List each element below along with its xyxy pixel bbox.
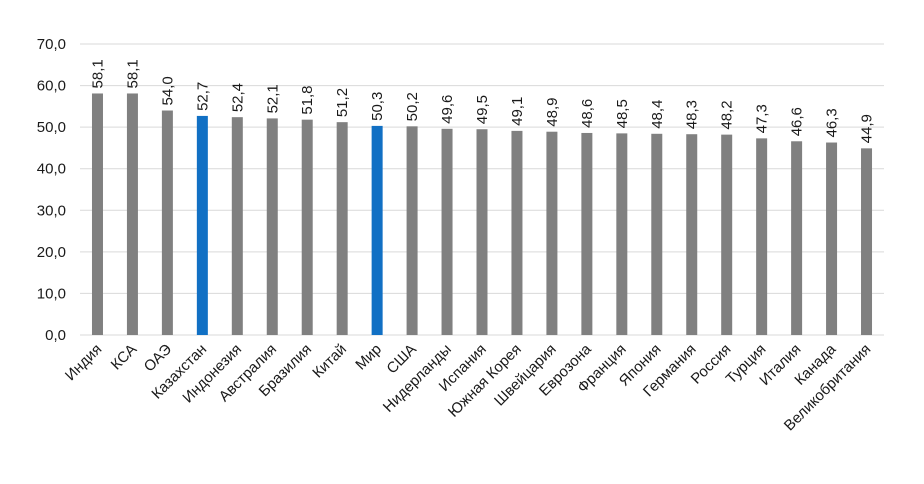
value-label: 50,2 bbox=[404, 92, 421, 121]
value-label: 51,8 bbox=[299, 85, 316, 114]
bar bbox=[441, 128, 453, 335]
bar bbox=[721, 134, 733, 335]
y-tick-label: 60,0 bbox=[37, 78, 66, 95]
y-axis-ticks: 0,0 10,0 20,0 30,0 40,0 50,0 60,0 70,0 bbox=[37, 36, 66, 344]
bar bbox=[371, 125, 383, 335]
value-label: 49,5 bbox=[474, 95, 491, 124]
category-label: Китай bbox=[309, 341, 350, 382]
bar bbox=[231, 117, 243, 335]
bar bbox=[476, 129, 488, 335]
bars bbox=[91, 93, 873, 335]
value-label: 49,6 bbox=[439, 95, 456, 124]
category-labels: Индия КСА ОАЭКазахстанИндонезияАвстралияБр… bbox=[62, 340, 874, 434]
bar bbox=[511, 130, 523, 335]
value-label: 52,4 bbox=[229, 83, 246, 112]
value-label: 47,3 bbox=[754, 104, 771, 133]
value-label: 52,7 bbox=[194, 82, 211, 111]
bar bbox=[266, 118, 278, 335]
value-label: 51,2 bbox=[334, 88, 351, 117]
bar bbox=[91, 93, 103, 335]
bar bbox=[301, 119, 313, 335]
value-label: 46,6 bbox=[789, 107, 806, 136]
bar bbox=[616, 133, 628, 335]
value-label: 54,0 bbox=[159, 76, 176, 105]
y-tick-label: 40,0 bbox=[37, 161, 66, 178]
bar bbox=[546, 131, 558, 335]
bar bbox=[406, 126, 418, 335]
value-label: 48,9 bbox=[544, 98, 561, 127]
value-labels: 58,1 58,1 54,0 52,7 52,4 52,1 51,8 51,2 50,3 50,2… bbox=[89, 59, 875, 143]
value-label: 49,1 bbox=[509, 97, 526, 126]
value-label: 48,6 bbox=[579, 99, 596, 128]
y-tick-label: 70,0 bbox=[37, 36, 66, 53]
bar bbox=[651, 133, 663, 335]
value-label: 50,3 bbox=[369, 92, 386, 121]
bar bbox=[161, 110, 173, 335]
category-label: Мир bbox=[352, 341, 385, 374]
bar bbox=[126, 93, 138, 335]
bar bbox=[581, 132, 593, 335]
value-label: 52,1 bbox=[264, 84, 281, 113]
value-label: 58,1 bbox=[89, 59, 106, 88]
bar bbox=[336, 122, 348, 335]
value-label: 48,4 bbox=[649, 100, 666, 129]
y-tick-label: 50,0 bbox=[37, 119, 66, 136]
bar bbox=[686, 134, 698, 335]
category-label: КСА bbox=[108, 341, 141, 374]
y-tick-label: 0,0 bbox=[45, 327, 66, 344]
value-label: 44,9 bbox=[859, 114, 876, 143]
y-tick-label: 10,0 bbox=[37, 285, 66, 302]
bar bbox=[756, 138, 768, 335]
bar bbox=[196, 115, 208, 335]
bar bbox=[861, 148, 873, 335]
value-label: 58,1 bbox=[124, 59, 141, 88]
bar bbox=[791, 141, 803, 335]
category-label: Индия bbox=[62, 341, 105, 384]
value-label: 48,3 bbox=[684, 100, 701, 129]
y-tick-label: 20,0 bbox=[37, 244, 66, 261]
value-label: 48,2 bbox=[719, 100, 736, 129]
value-label: 48,5 bbox=[614, 99, 631, 128]
y-tick-label: 30,0 bbox=[37, 202, 66, 219]
value-label: 46,3 bbox=[824, 108, 841, 137]
bar bbox=[826, 142, 838, 335]
